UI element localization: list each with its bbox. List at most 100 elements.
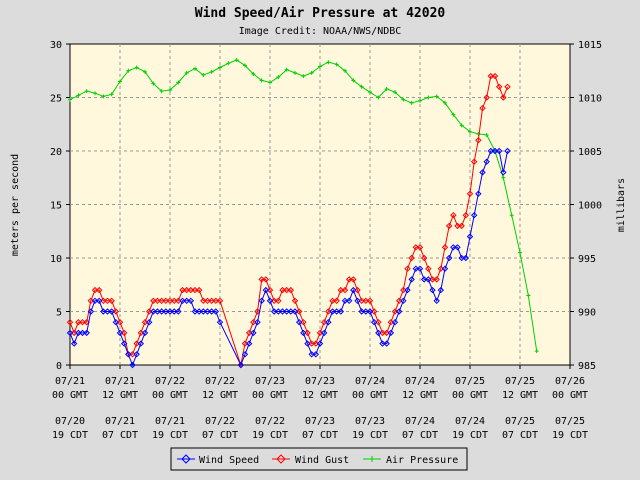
- x-tick-label-cdt-time: 19 CDT: [452, 430, 488, 441]
- data-point: [400, 286, 407, 294]
- data-point: [204, 308, 211, 315]
- data-point: [450, 244, 457, 251]
- left-axis-label: meters per second: [10, 154, 21, 256]
- data-point: [270, 297, 278, 305]
- data-point: [500, 169, 507, 176]
- data-point: [366, 308, 374, 315]
- data-point: [304, 329, 311, 337]
- data-point: [483, 94, 490, 101]
- data-point: [187, 286, 195, 294]
- data-point: [291, 308, 299, 315]
- data-point: [76, 93, 81, 98]
- data-point: [483, 158, 490, 165]
- data-point: [116, 318, 124, 326]
- data-point: [168, 88, 172, 93]
- data-point: [83, 318, 90, 326]
- data-point: [100, 297, 107, 305]
- data-point: [437, 286, 445, 294]
- data-point: [458, 254, 465, 262]
- data-point: [387, 329, 395, 337]
- data-point: [251, 71, 256, 76]
- data-point: [84, 89, 89, 94]
- data-point: [445, 254, 453, 262]
- data-point: [83, 329, 90, 337]
- data-point: [470, 158, 478, 165]
- data-point: [379, 329, 386, 337]
- data-point: [479, 169, 486, 176]
- data-point: [308, 340, 315, 347]
- data-point: [176, 80, 181, 85]
- x-tick-label-gmt-date: 07/23: [255, 376, 285, 387]
- data-point: [154, 308, 161, 315]
- data-point: [379, 340, 386, 347]
- x-tick-label-gmt-time: 00 GMT: [352, 390, 388, 401]
- x-tick-label-cdt-time: 19 CDT: [152, 430, 188, 441]
- legend-label-wind-speed: Wind Speed: [199, 455, 259, 466]
- left-tick-label: 20: [50, 147, 62, 158]
- data-point: [193, 66, 197, 71]
- data-point: [458, 222, 465, 230]
- data-point: [191, 308, 199, 315]
- right-tick-label: 995: [578, 254, 596, 265]
- data-point: [141, 329, 149, 337]
- data-point: [284, 67, 289, 72]
- data-point: [175, 308, 182, 315]
- data-point: [466, 233, 474, 240]
- data-point: [250, 318, 257, 326]
- data-point: [162, 308, 170, 315]
- data-point: [237, 361, 245, 369]
- data-point: [325, 318, 332, 326]
- data-point: [276, 75, 281, 80]
- x-tick-label-gmt-time: 12 GMT: [402, 390, 438, 401]
- data-point: [158, 297, 165, 305]
- data-point: [333, 297, 340, 305]
- data-point: [534, 349, 539, 354]
- data-point: [412, 244, 420, 251]
- data-point: [200, 297, 207, 305]
- data-point: [351, 78, 356, 83]
- data-point: [326, 60, 331, 65]
- right-tick-label: 1010: [578, 94, 602, 105]
- data-point: [375, 318, 382, 326]
- data-point: [137, 340, 145, 347]
- data-point: [150, 297, 157, 305]
- data-point: [162, 297, 170, 305]
- data-point: [258, 297, 265, 305]
- data-point: [212, 308, 220, 315]
- data-point: [450, 211, 457, 219]
- data-point: [266, 297, 274, 305]
- data-point: [201, 73, 206, 78]
- data-point: [145, 308, 153, 315]
- data-point: [395, 297, 403, 305]
- data-point: [262, 286, 270, 294]
- data-point: [320, 329, 328, 337]
- x-tick-label-gmt-date: 07/23: [305, 376, 335, 387]
- data-point: [68, 97, 72, 102]
- data-point: [320, 318, 328, 326]
- right-tick-label: 990: [578, 308, 596, 319]
- data-point: [309, 70, 314, 75]
- data-point: [395, 308, 403, 315]
- data-point: [134, 65, 139, 70]
- data-point: [441, 244, 449, 251]
- data-point: [408, 254, 415, 262]
- data-point: [391, 308, 399, 315]
- data-point: [118, 79, 122, 84]
- data-point: [500, 94, 507, 101]
- legend-label-wind-gust: Wind Gust: [295, 455, 349, 466]
- data-point: [518, 250, 522, 255]
- data-point: [484, 132, 489, 137]
- left-tick-label: 5: [56, 308, 62, 319]
- data-point: [243, 63, 247, 68]
- data-point: [241, 351, 249, 358]
- data-point: [329, 308, 336, 315]
- data-point: [158, 308, 165, 315]
- series-wind-speed: [66, 147, 511, 369]
- data-point: [179, 297, 186, 305]
- data-point: [191, 286, 199, 294]
- x-tick-label-gmt-time: 12 GMT: [102, 390, 138, 401]
- data-point: [429, 286, 436, 294]
- data-point: [495, 147, 503, 155]
- data-point: [183, 297, 190, 305]
- right-tick-label: 1005: [578, 147, 602, 158]
